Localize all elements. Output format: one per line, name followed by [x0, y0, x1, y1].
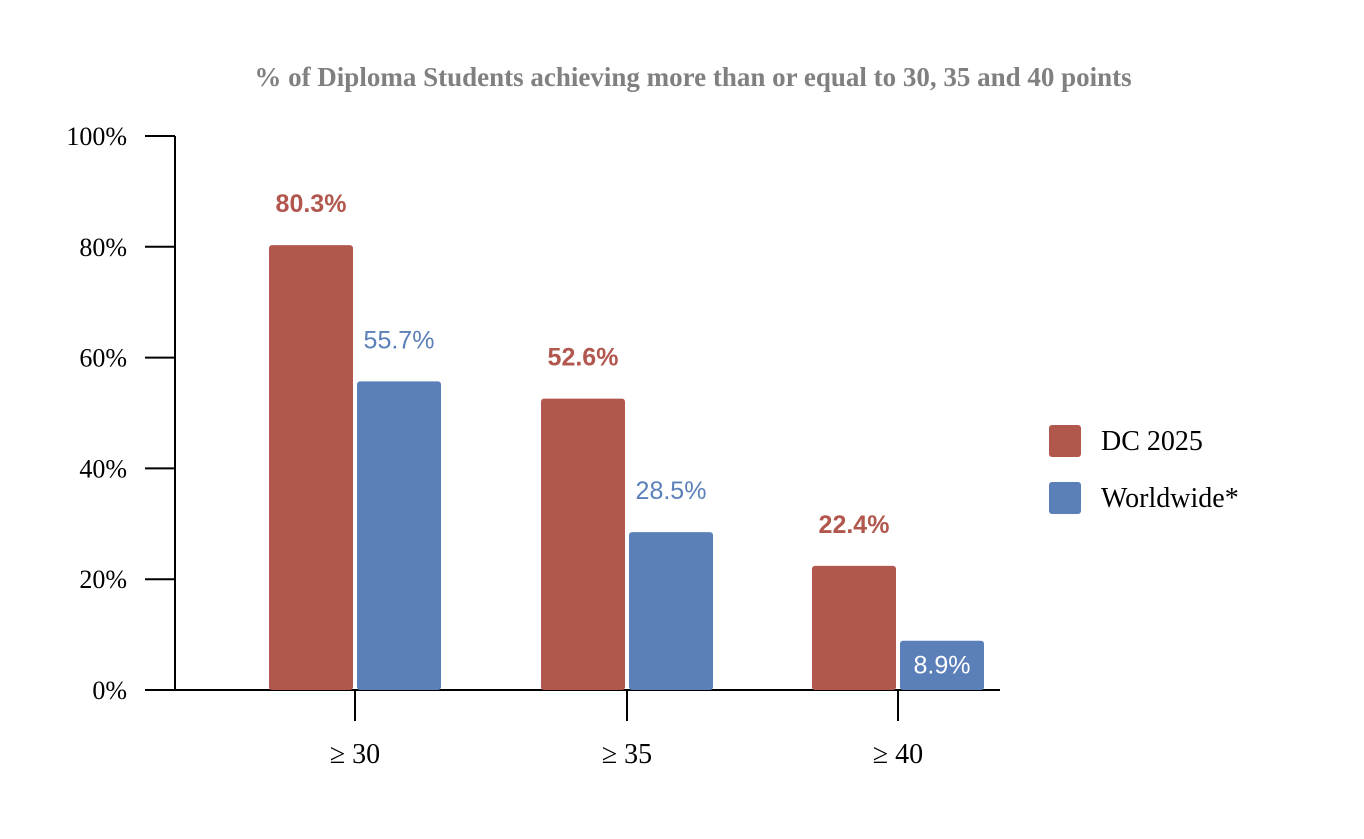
x-tick-label: ≥ 35	[602, 739, 652, 770]
bar	[629, 532, 713, 690]
y-axis: 0% 20% 40% 60% 80% 100%	[66, 122, 176, 705]
x-axis: ≥ 30 ≥ 35 ≥ 40	[175, 689, 1000, 770]
legend-swatch	[1049, 425, 1081, 457]
legend-label: Worldwide*	[1101, 483, 1239, 514]
data-label: 8.9%	[914, 652, 971, 680]
chart-title: % of Diploma Students achieving more tha…	[254, 62, 1131, 92]
bars: 80.3% 52.6% 22.4% 55.7% 28.5% 8.9%	[269, 190, 984, 690]
bar	[900, 640, 984, 690]
x-tick-label: ≥ 30	[330, 739, 380, 770]
data-label: 22.4%	[819, 511, 890, 539]
data-label: 55.7%	[364, 326, 435, 354]
y-tick-label: 60%	[79, 344, 127, 373]
legend-label: DC 2025	[1101, 426, 1203, 457]
legend: DC 2025 Worldwide*	[1049, 425, 1239, 514]
y-tick-label: 100%	[66, 122, 127, 151]
bar	[357, 381, 441, 690]
bar	[812, 565, 896, 690]
data-label: 28.5%	[636, 477, 707, 505]
x-tick-label: ≥ 40	[873, 739, 923, 770]
y-tick-label: 20%	[79, 565, 127, 594]
data-label: 52.6%	[548, 344, 619, 372]
y-tick-label: 0%	[92, 676, 127, 705]
data-label: 80.3%	[276, 190, 347, 218]
y-tick-label: 80%	[79, 233, 127, 262]
bar	[541, 398, 625, 690]
legend-swatch	[1049, 482, 1081, 514]
y-tick-label: 40%	[79, 454, 127, 483]
bar	[269, 245, 353, 690]
